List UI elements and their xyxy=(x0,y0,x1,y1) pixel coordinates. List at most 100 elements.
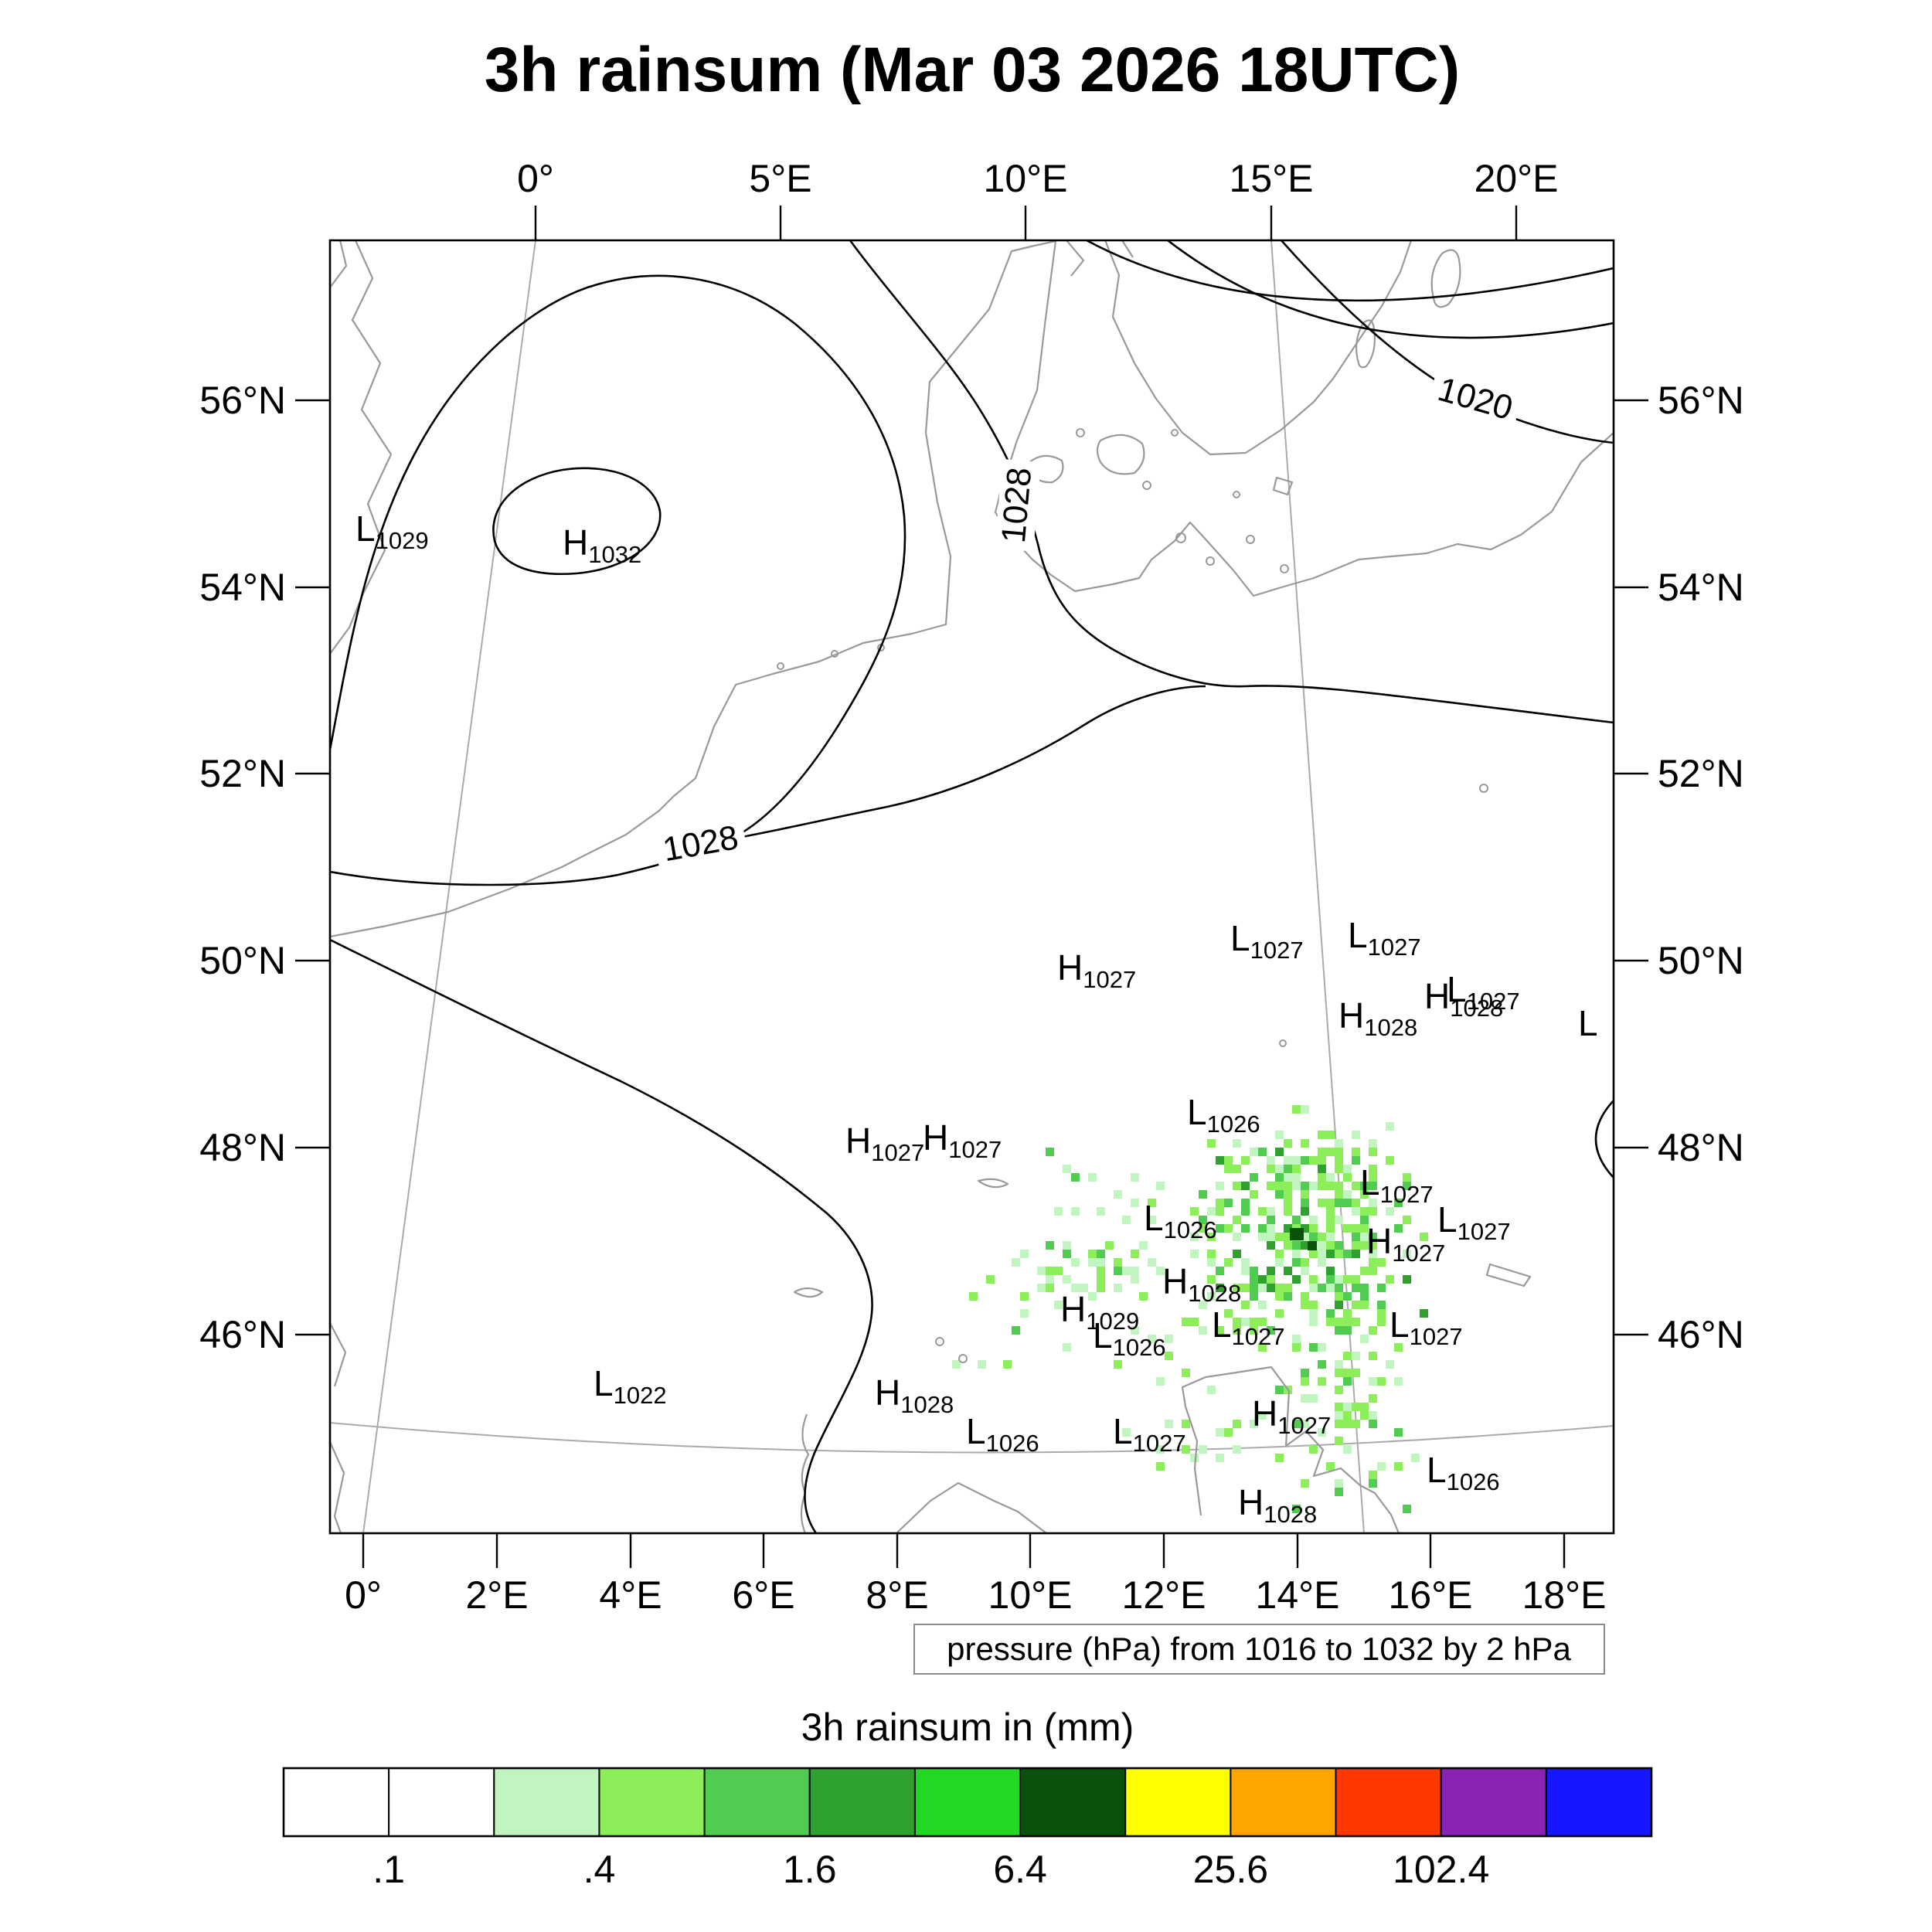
rain-cell xyxy=(1233,1284,1241,1292)
rain-cell xyxy=(1360,1182,1369,1190)
rain-cell xyxy=(1275,1386,1284,1394)
rain-cell xyxy=(1114,1258,1122,1267)
colorbar-cell xyxy=(1440,1767,1547,1837)
rain-cell xyxy=(1267,1165,1275,1173)
pressure-center-low: L1022 xyxy=(594,1363,667,1409)
rain-cell xyxy=(1054,1301,1063,1309)
island-speck xyxy=(1175,532,1186,543)
rain-cell xyxy=(1199,1190,1207,1199)
rain-cell xyxy=(1292,1156,1301,1165)
rain-cell xyxy=(1088,1250,1097,1258)
pressure-center-low: L1027 xyxy=(1212,1304,1285,1350)
pressure-center-high: H1028 xyxy=(875,1372,954,1418)
rain-cell xyxy=(1301,1182,1309,1190)
colorbar-tick-label: 1.6 xyxy=(783,1848,837,1891)
rain-cell xyxy=(1369,1182,1377,1190)
rain-cell xyxy=(1369,1173,1377,1182)
rain-cell xyxy=(1369,1479,1377,1488)
rain-cell xyxy=(1216,1326,1224,1335)
graticule-parallel xyxy=(330,1422,1614,1454)
coastline xyxy=(1181,1366,1400,1533)
rain-cell xyxy=(1326,1267,1335,1275)
colorbar-title: 3h rainsum in (mm) xyxy=(801,1706,1134,1749)
pressure-center-low: L1027 xyxy=(1348,915,1421,961)
rain-cell xyxy=(1046,1275,1054,1284)
rain-cell xyxy=(1275,1454,1284,1462)
rain-cell xyxy=(1360,1224,1369,1233)
rain-cell xyxy=(1318,1284,1326,1292)
rain-cell xyxy=(1318,1165,1326,1173)
rain-cell xyxy=(1258,1224,1267,1233)
axis-label-top: 0° xyxy=(517,157,554,200)
rain-cell xyxy=(1301,1241,1309,1250)
pressure-contour xyxy=(1086,240,1614,302)
caption-box xyxy=(913,1624,1605,1675)
rain-cell xyxy=(1335,1479,1343,1488)
rain-cell xyxy=(1326,1250,1335,1258)
rain-cell xyxy=(1326,1318,1335,1326)
contour-label: 1028 xyxy=(653,818,749,872)
rain-cell xyxy=(1335,1437,1343,1445)
coastline xyxy=(1121,240,1134,258)
pressure-center-low: L1027 xyxy=(1447,969,1520,1015)
rain-cell xyxy=(1335,1190,1343,1199)
rain-cell xyxy=(1207,1233,1216,1241)
rain-cell xyxy=(1284,1139,1292,1148)
rain-cell xyxy=(1343,1352,1352,1360)
rain-cell xyxy=(1360,1411,1369,1420)
contour-label: 1028 xyxy=(995,458,1042,552)
rain-cell xyxy=(1250,1292,1258,1301)
rain-cell xyxy=(1020,1309,1029,1318)
island-speck xyxy=(1206,556,1215,566)
colorbar-tick-label: 25.6 xyxy=(1193,1848,1268,1891)
rain-cell xyxy=(1369,1471,1377,1479)
pressure-center-high: H1028 xyxy=(1238,1482,1317,1528)
rain-cell xyxy=(1309,1233,1318,1241)
rain-cell xyxy=(1122,1267,1131,1275)
rain-cell xyxy=(1165,1352,1173,1360)
rain-cell xyxy=(1284,1173,1292,1182)
rain-cell xyxy=(1284,1190,1292,1199)
rain-cell xyxy=(1335,1250,1343,1258)
rain-cell xyxy=(1377,1301,1386,1309)
rain-cell xyxy=(1352,1148,1360,1156)
axis-label-left: 50°N xyxy=(199,939,286,982)
island-speck xyxy=(935,1337,944,1346)
rain-cell xyxy=(1292,1258,1301,1267)
pressure-center-high: H1027 xyxy=(1252,1393,1331,1439)
rain-cell xyxy=(1369,1250,1377,1258)
rain-cell xyxy=(1403,1275,1411,1284)
rain-cell xyxy=(1343,1369,1352,1377)
page-title: 3h rainsum (Mar 03 2026 18UTC) xyxy=(485,35,1460,105)
rain-cell xyxy=(1301,1199,1309,1207)
rain-cell xyxy=(1233,1420,1241,1428)
rain-cell xyxy=(1292,1275,1301,1284)
coastline xyxy=(1485,1263,1532,1287)
rain-cell xyxy=(1241,1267,1250,1275)
rain-cell xyxy=(1233,1445,1241,1454)
pressure-center-high: H1029 xyxy=(1060,1289,1139,1335)
rain-cell xyxy=(1275,1258,1284,1267)
axis-label-top: 5°E xyxy=(749,157,811,200)
rain-cell xyxy=(1343,1224,1352,1233)
rain-cell xyxy=(1335,1318,1343,1326)
colorbar-cell xyxy=(283,1767,390,1837)
coastline xyxy=(977,1178,1009,1189)
rain-cell xyxy=(1301,1190,1309,1199)
rain-cell xyxy=(1258,1284,1267,1292)
rain-cell xyxy=(1292,1335,1301,1343)
rain-cell xyxy=(1122,1428,1131,1437)
rain-cell xyxy=(1292,1241,1301,1250)
coastline xyxy=(896,1481,1047,1533)
rain-cell xyxy=(1335,1301,1343,1309)
rain-cell xyxy=(1360,1292,1369,1301)
rain-cell xyxy=(1131,1275,1139,1284)
rain-cell xyxy=(1335,1275,1343,1284)
rain-cell xyxy=(1360,1190,1369,1199)
rain-cell xyxy=(1301,1377,1309,1386)
rain-cell xyxy=(1318,1258,1326,1267)
rain-cell xyxy=(1250,1326,1258,1335)
rain-cell xyxy=(1258,1275,1267,1284)
rain-cell-dark xyxy=(1290,1228,1304,1240)
